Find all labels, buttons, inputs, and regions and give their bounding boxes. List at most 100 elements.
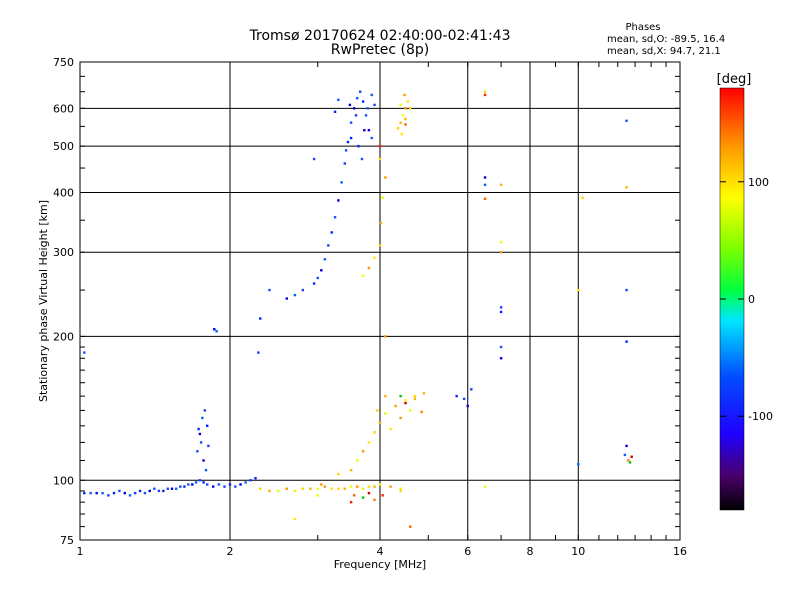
data-point (399, 103, 402, 107)
data-point (483, 485, 487, 488)
phase-stats-title: Phases (625, 22, 660, 33)
data-point (367, 266, 371, 270)
y-tick-label: 600 (53, 102, 74, 115)
data-point (403, 93, 406, 97)
data-point (101, 491, 104, 495)
data-point (358, 90, 362, 93)
data-point (499, 357, 503, 360)
data-point (187, 483, 190, 486)
data-point (349, 468, 353, 472)
data-point (123, 491, 126, 495)
data-point (422, 392, 426, 395)
data-point (162, 489, 165, 493)
data-point (577, 288, 580, 292)
data-point (330, 487, 333, 490)
data-point (239, 483, 242, 486)
data-point (309, 487, 312, 490)
data-point (301, 288, 305, 292)
data-point (361, 274, 365, 277)
data-point (379, 222, 383, 225)
data-point (337, 98, 340, 102)
data-point (367, 128, 371, 132)
data-point (455, 394, 458, 398)
data-point (205, 424, 209, 428)
data-point (323, 258, 327, 261)
data-point (625, 340, 628, 343)
data-point (259, 317, 262, 320)
data-point (175, 487, 178, 490)
data-point (293, 489, 297, 493)
data-point (409, 409, 412, 412)
data-point (389, 485, 392, 488)
data-point (244, 481, 247, 484)
data-point (360, 157, 364, 161)
data-point (367, 441, 371, 444)
data-point (268, 489, 271, 493)
data-point (202, 481, 205, 484)
data-point (404, 399, 407, 402)
data-point (373, 256, 376, 260)
data-point (625, 186, 628, 189)
data-point (367, 491, 371, 495)
data-point (409, 525, 412, 528)
data-point (316, 487, 319, 490)
data-point (148, 489, 151, 493)
data-point (268, 288, 271, 292)
data-point (337, 472, 340, 476)
y-tick-label: 100 (53, 474, 74, 487)
data-point (420, 410, 423, 414)
data-point (361, 450, 365, 453)
data-point (143, 491, 147, 495)
x-tick-label: 1 (77, 545, 84, 558)
data-point (352, 494, 356, 497)
data-point (95, 491, 98, 495)
data-point (191, 483, 194, 486)
data-point (406, 100, 410, 103)
data-point (399, 121, 402, 124)
data-point (301, 487, 305, 490)
data-point (413, 397, 417, 401)
data-point (217, 483, 221, 486)
data-point (198, 479, 202, 482)
data-point (483, 176, 487, 179)
data-point (413, 394, 417, 398)
x-tick-label: 16 (673, 545, 687, 558)
y-tick-label: 750 (53, 56, 74, 69)
data-point (409, 107, 412, 110)
data-point (293, 293, 297, 297)
y-tick-label: 300 (53, 246, 74, 259)
data-point (483, 183, 487, 187)
data-points (83, 90, 633, 528)
data-point (343, 487, 347, 490)
y-tick-label: 75 (60, 534, 74, 547)
data-point (404, 123, 407, 126)
data-point (499, 310, 503, 314)
data-point (183, 485, 186, 488)
x-tick-label: 2 (227, 545, 234, 558)
data-point (630, 455, 633, 458)
data-point (157, 489, 161, 493)
y-tick-label: 500 (53, 140, 74, 153)
data-point (211, 485, 215, 488)
data-point (354, 114, 358, 117)
data-point (312, 157, 316, 161)
data-point (348, 103, 352, 107)
data-point (205, 483, 209, 486)
data-point (373, 485, 376, 488)
data-point (404, 117, 407, 121)
x-tick-label: 8 (527, 545, 534, 558)
data-point (357, 144, 360, 148)
data-point (399, 489, 402, 493)
data-point (361, 100, 365, 103)
x-tick-label: 4 (377, 545, 384, 558)
data-point (384, 412, 387, 415)
y-tick-label: 200 (53, 330, 74, 343)
data-point (483, 197, 487, 201)
data-point (627, 459, 630, 462)
data-point (344, 149, 348, 152)
data-point (277, 489, 280, 493)
data-point (293, 517, 297, 521)
data-point (625, 288, 628, 292)
data-point (346, 140, 350, 144)
